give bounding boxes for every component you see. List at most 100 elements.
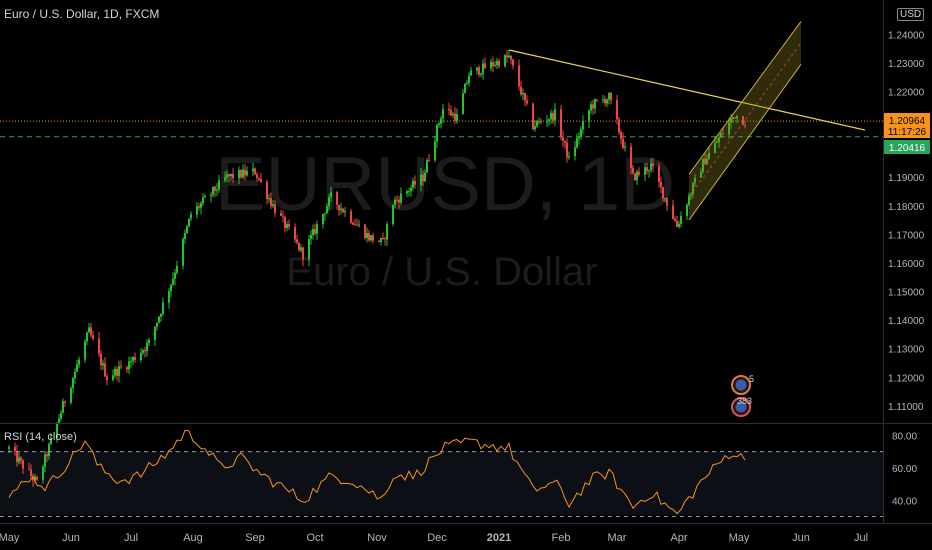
candle-body	[238, 170, 240, 179]
candle-body	[436, 125, 438, 142]
candle-body	[228, 174, 230, 177]
candle-body	[328, 196, 330, 207]
chart-legend-title[interactable]: Euro / U.S. Dollar, 1D, FXCM	[4, 7, 160, 21]
candle-body	[30, 469, 32, 476]
candle-body	[142, 350, 144, 353]
candle-body	[58, 418, 60, 423]
candle-body	[574, 147, 576, 157]
candle-body	[620, 132, 622, 139]
rsi-legend-title[interactable]: RSI (14, close)	[4, 431, 77, 443]
candle-body	[650, 163, 652, 170]
candle-body	[88, 327, 90, 333]
candle-body	[352, 222, 354, 225]
candle-body	[190, 214, 192, 219]
candle-body	[120, 366, 122, 368]
candle-body	[214, 186, 216, 191]
candle-body	[60, 412, 62, 419]
candle-body	[100, 353, 102, 366]
candlestick-series	[8, 49, 746, 487]
time-tick-label: Apr	[670, 532, 687, 544]
candle-body	[350, 211, 352, 223]
candle-body	[168, 291, 170, 303]
time-tick-label: May	[0, 532, 20, 544]
candle-body	[702, 158, 704, 172]
candle-body	[44, 454, 46, 468]
price-tick-label: 1.11000	[888, 402, 924, 413]
last-price-label: 1.20964	[889, 116, 926, 127]
candle-body	[674, 218, 676, 221]
symbol-watermark: EURUSD, 1D Euro / U.S. Dollar	[215, 142, 675, 294]
time-axis[interactable]: May Jun Jul Aug Sep Oct Nov Dec 2021 Feb Mar Apr May…	[0, 532, 868, 544]
candle-body	[464, 84, 466, 94]
candle-body	[294, 226, 296, 240]
candle-body	[714, 142, 716, 153]
price-axis[interactable]: 1.240001.230001.220001.210001.200001.190…	[888, 30, 925, 413]
candle-body	[610, 92, 612, 101]
candle-body	[246, 171, 248, 176]
price-tick-label: 1.16000	[888, 259, 925, 270]
economic-event-markers[interactable]: 5 383	[731, 374, 754, 417]
price-tick-label: 1.18000	[888, 202, 925, 213]
candle-body	[580, 129, 582, 137]
candle-body	[426, 159, 428, 173]
candle-body	[576, 138, 578, 148]
candle-body	[510, 55, 512, 60]
candle-body	[158, 316, 160, 323]
candle-body	[70, 388, 72, 403]
event-marker-eu[interactable]: 383	[731, 396, 752, 417]
price-tick-label: 1.14000	[888, 316, 925, 327]
candle-body	[566, 142, 568, 158]
candle-body	[106, 376, 108, 380]
candle-body	[706, 158, 708, 165]
candle-body	[466, 82, 468, 85]
candle-body	[680, 216, 682, 224]
candle-body	[606, 99, 608, 104]
price-tick-label: 1.12000	[888, 373, 925, 384]
candle-body	[322, 213, 324, 225]
candle-body	[568, 156, 570, 158]
candle-body	[538, 121, 540, 123]
candle-body	[622, 138, 624, 148]
drawing-tools[interactable]	[508, 21, 866, 221]
price-tick-label: 1.24000	[888, 30, 925, 41]
candle-body	[20, 457, 22, 461]
candle-body	[704, 158, 706, 165]
candle-body	[722, 133, 724, 135]
candle-body	[144, 350, 146, 352]
candle-body	[424, 172, 426, 182]
event-marker-us[interactable]: 5	[731, 374, 754, 395]
candle-body	[742, 115, 744, 125]
candle-body	[370, 235, 372, 241]
price-tick-label: 1.15000	[888, 288, 925, 299]
price-tick-label: 1.17000	[888, 230, 925, 241]
candle-body	[130, 361, 132, 363]
candle-body	[102, 363, 104, 366]
time-tick-label: 2021	[487, 532, 511, 544]
candle-body	[524, 93, 526, 101]
candle-body	[42, 467, 44, 480]
candle-body	[552, 113, 554, 121]
candle-body	[638, 171, 640, 175]
time-tick-label: Sep	[245, 532, 265, 544]
candle-body	[412, 181, 414, 188]
candle-body	[98, 338, 100, 354]
candle-body	[14, 447, 16, 451]
candle-body	[268, 198, 270, 200]
candle-body	[462, 93, 464, 115]
candle-body	[468, 75, 470, 83]
candle-body	[356, 224, 358, 226]
candle-body	[450, 110, 452, 116]
candle-body	[154, 326, 156, 340]
candle-body	[176, 265, 178, 273]
currency-badge[interactable]: USD	[897, 8, 925, 21]
candle-body	[522, 93, 524, 95]
candle-body	[660, 181, 662, 187]
candle-body	[718, 137, 720, 142]
candle-body	[536, 121, 538, 127]
candle-body	[8, 447, 10, 449]
time-tick-label: Mar	[608, 532, 627, 544]
rsi-axis[interactable]: 80.00 60.00 40.00	[892, 431, 917, 507]
candle-body	[590, 104, 592, 111]
candle-body	[62, 401, 64, 413]
